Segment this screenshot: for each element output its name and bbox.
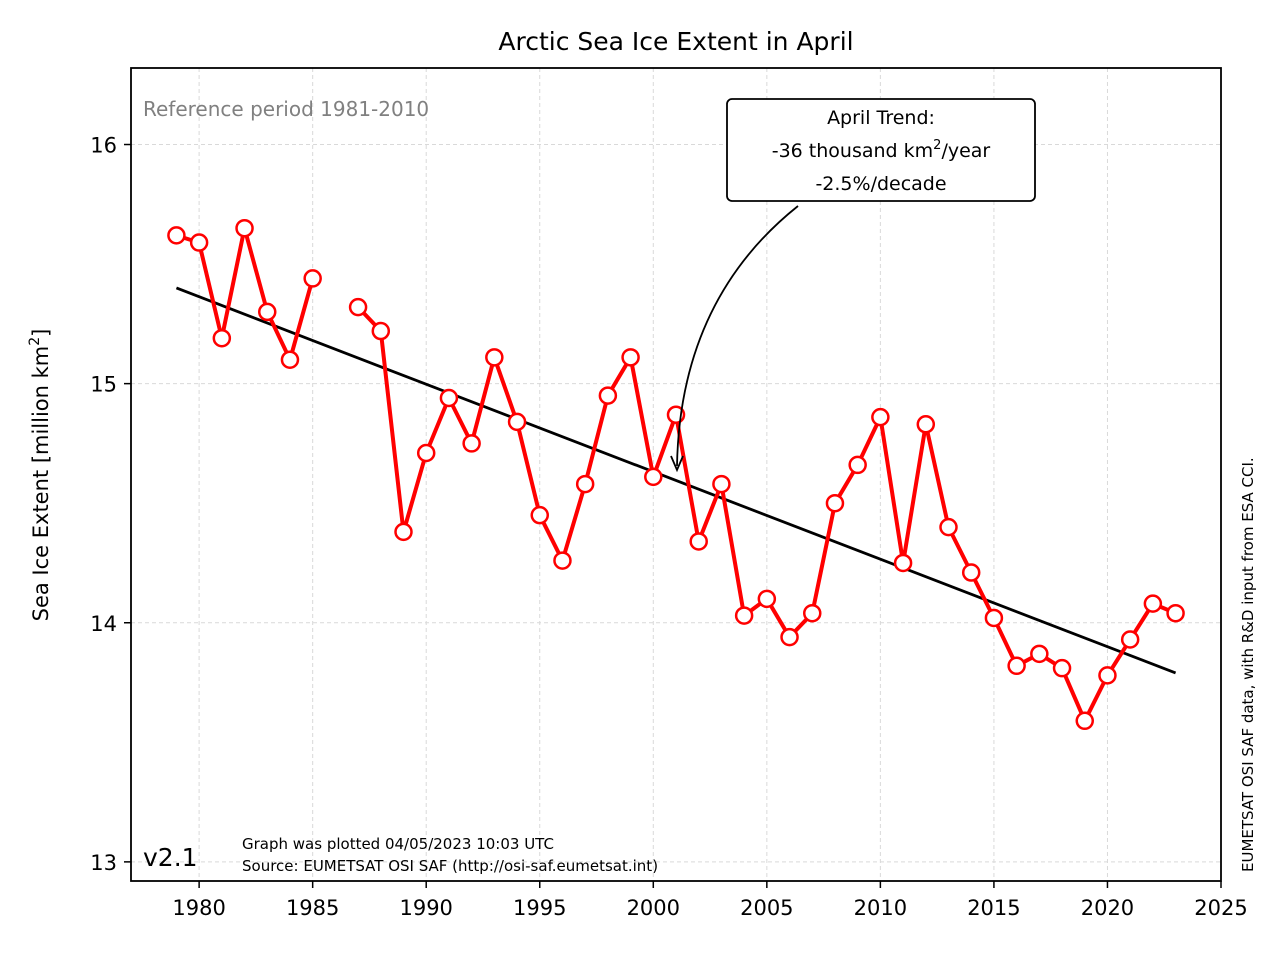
series-line <box>175 226 1177 723</box>
trend-box-line1: April Trend: <box>827 107 935 129</box>
data-point <box>984 608 1004 628</box>
data-point <box>939 517 958 537</box>
data-point <box>371 321 391 341</box>
x-tick-label: 2025 <box>1194 896 1247 920</box>
data-point <box>825 493 845 513</box>
x-tick-label: 2020 <box>1081 896 1134 920</box>
trend-box-line2-sup: 2 <box>933 138 941 153</box>
data-point <box>575 474 595 494</box>
version-label: v2.1 <box>143 843 198 872</box>
data-point <box>303 269 322 288</box>
data-point <box>780 627 799 647</box>
data-point <box>439 388 459 408</box>
data-point <box>621 348 640 367</box>
data-point <box>598 386 618 405</box>
y-tick-label: 13 <box>90 851 117 875</box>
data-point <box>485 348 504 367</box>
y-axis-label-main: Sea Ice Extent [million km <box>29 346 53 622</box>
trend-box-line2: -36 thousand km2/year <box>772 138 991 162</box>
data-point <box>189 233 209 252</box>
y-axis-label: Sea Ice Extent [million km2] <box>27 329 53 622</box>
x-tick-label: 1980 <box>172 896 225 920</box>
x-tick-label: 2005 <box>740 896 793 920</box>
trend-box-line2-main: -36 thousand km <box>772 140 933 162</box>
data-point <box>734 606 754 625</box>
data-point <box>280 350 300 369</box>
data-point <box>1098 666 1117 685</box>
grid-lines <box>131 68 1221 881</box>
trend-box-line2-end: /year <box>941 140 990 162</box>
x-tick-label: 1995 <box>513 896 566 920</box>
data-point <box>416 443 436 463</box>
data-point <box>916 415 936 434</box>
data-point <box>1120 630 1140 649</box>
y-tick-label: 16 <box>90 134 117 158</box>
data-point <box>394 522 413 542</box>
data-credit: EUMETSAT OSI SAF data, with R&D input fr… <box>1239 457 1257 872</box>
data-point <box>258 302 277 322</box>
y-axis-label-end: ] <box>29 329 53 337</box>
data-point <box>803 603 822 623</box>
data-point <box>235 218 254 238</box>
x-tick-label: 2000 <box>627 896 680 920</box>
data-point <box>689 532 708 551</box>
trend-box-line3: -2.5%/decade <box>815 173 946 195</box>
series-group <box>167 218 1185 731</box>
y-tick-label: 15 <box>90 373 117 397</box>
source-note: Source: EUMETSAT OSI SAF (http://osi-saf… <box>242 857 658 875</box>
trend-line-group <box>175 286 1177 675</box>
data-point <box>757 589 777 609</box>
data-point <box>961 563 981 582</box>
data-point <box>712 474 731 494</box>
data-point <box>167 226 186 245</box>
data-point <box>553 551 572 570</box>
chart-title: Arctic Sea Ice Extent in April <box>498 27 853 56</box>
data-point <box>893 553 913 573</box>
data-point <box>212 328 232 348</box>
data-point <box>1143 594 1163 613</box>
data-point <box>1030 644 1049 664</box>
y-tick-label: 14 <box>90 612 117 636</box>
data-point <box>348 297 368 317</box>
plotted-note: Graph was plotted 04/05/2023 10:03 UTC <box>242 835 554 853</box>
data-point <box>462 434 481 453</box>
x-tick-label: 1990 <box>399 896 452 920</box>
data-point <box>1007 656 1026 676</box>
data-point <box>507 412 527 432</box>
data-point <box>1166 603 1185 623</box>
data-point <box>871 407 890 427</box>
x-tick-label: 2010 <box>854 896 907 920</box>
trend-annotation-arrowhead <box>670 455 684 473</box>
plot-frame <box>130 67 1222 882</box>
data-point <box>1052 658 1072 678</box>
trend-annotation-arrow <box>676 205 799 467</box>
x-tick-label: 2015 <box>967 896 1020 920</box>
y-axis-label-sup: 2 <box>27 337 43 346</box>
x-tick-label: 1985 <box>286 896 339 920</box>
reference-period-label: Reference period 1981-2010 <box>143 97 429 121</box>
data-point <box>530 505 549 525</box>
trend-line <box>175 286 1177 675</box>
trend-annotation-box <box>726 98 1036 202</box>
y-axis: 13 14 15 16 <box>90 134 131 875</box>
data-point <box>644 467 663 487</box>
data-point <box>1075 711 1094 731</box>
data-point <box>848 455 867 475</box>
x-axis: 1980 1985 1990 1995 2000 2005 2010 2015 2020 2025 <box>172 881 1248 920</box>
